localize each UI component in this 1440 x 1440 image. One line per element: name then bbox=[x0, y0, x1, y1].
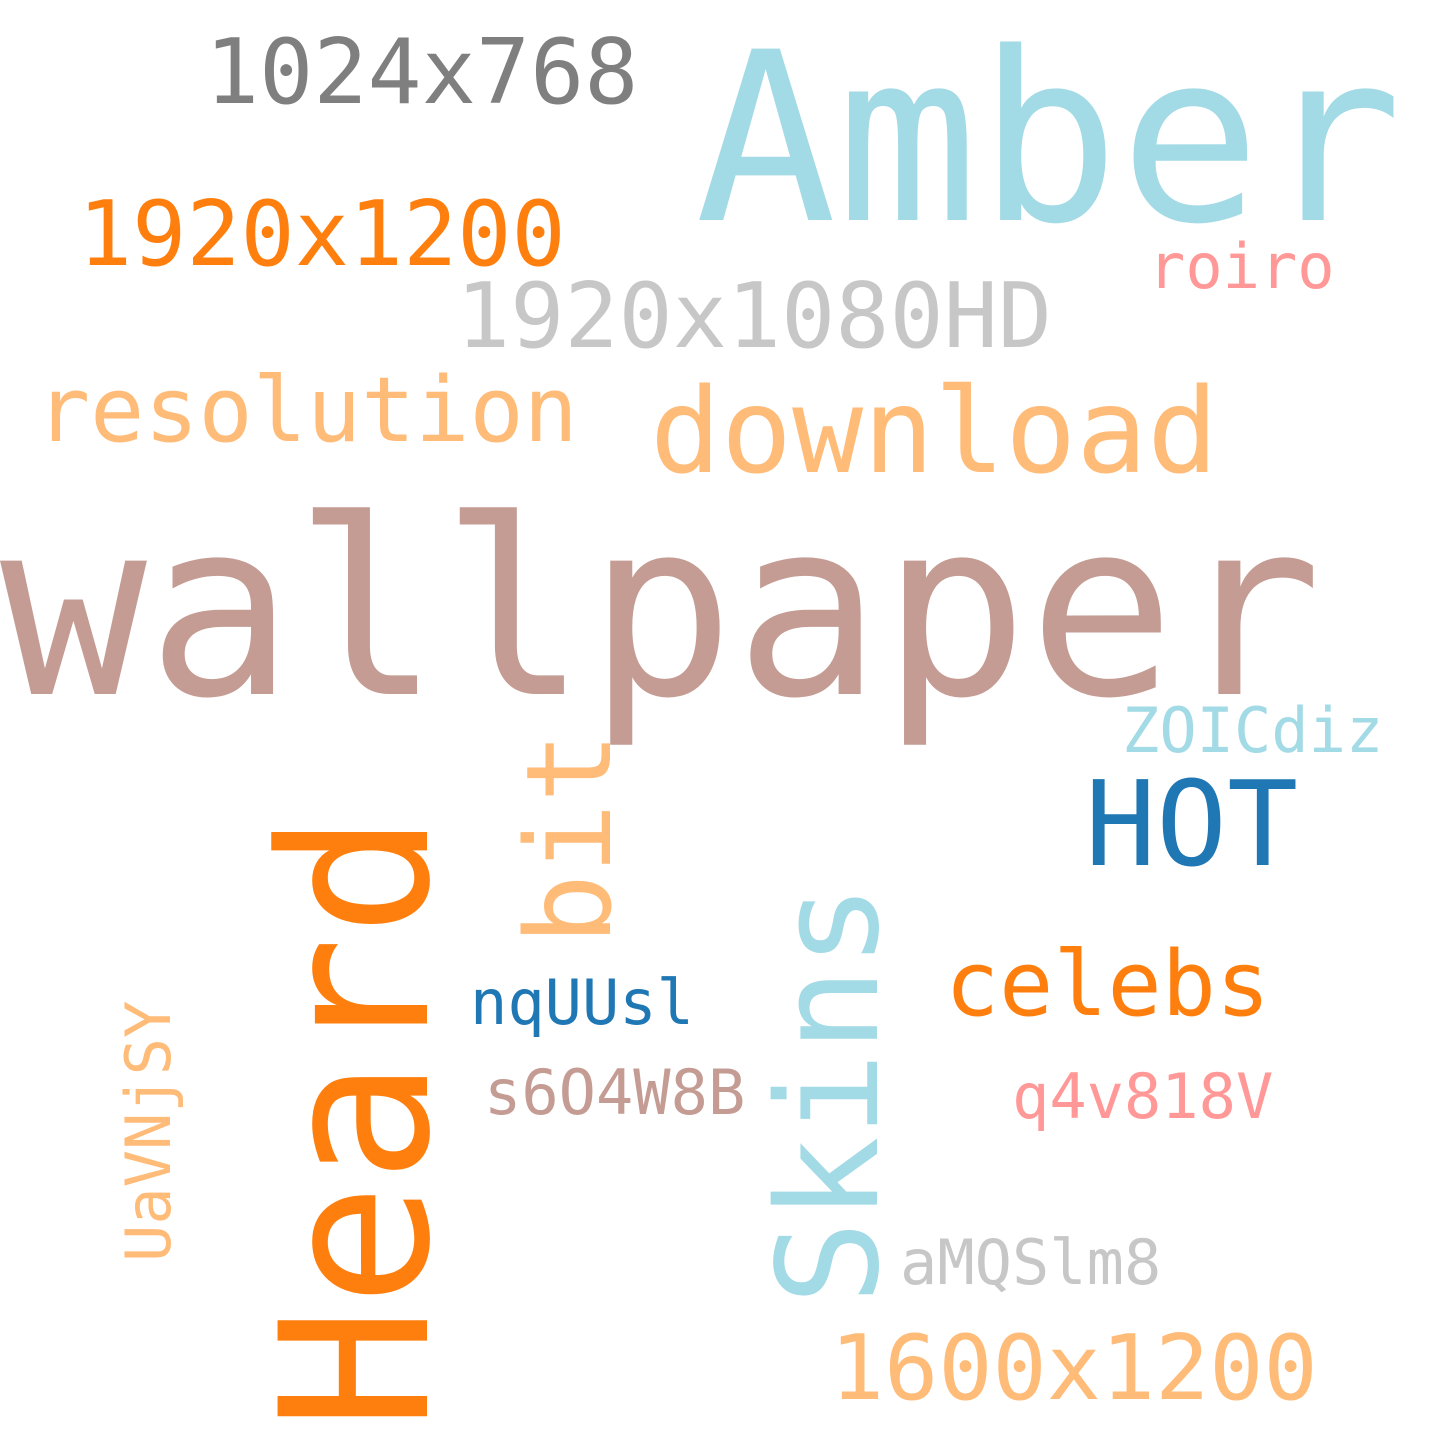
word-zoicdiz: ZOICdiz bbox=[1122, 694, 1384, 767]
word-wallpaper: wallpaper bbox=[0, 468, 1323, 752]
word-1920x1200: 1920x1200 bbox=[78, 182, 566, 287]
word-heard: Heard bbox=[238, 812, 476, 1430]
word-bit: bit bbox=[500, 731, 638, 945]
word-hot: HOT bbox=[1085, 755, 1299, 893]
word-roiro: roiro bbox=[1148, 230, 1335, 303]
word-amqslm8: aMQSlm8 bbox=[900, 1226, 1162, 1299]
word-uavnjsy: UaVNjSY bbox=[112, 1000, 185, 1262]
word-1920x1080hd: 1920x1080HD bbox=[456, 264, 1053, 369]
word-1024x768: 1024x768 bbox=[205, 20, 639, 125]
word-s6o4w8b: s6O4W8B bbox=[484, 1056, 746, 1129]
word-download: download bbox=[650, 362, 1219, 500]
word-amber: Amber bbox=[695, 3, 1403, 276]
word-skins: Skins bbox=[748, 883, 911, 1305]
word-nquusl: nqUUsl bbox=[470, 966, 694, 1039]
word-1600x1200: 1600x1200 bbox=[830, 1316, 1318, 1421]
word-q4v818v: q4v818V bbox=[1012, 1060, 1274, 1133]
word-celebs: celebs bbox=[945, 932, 1271, 1037]
word-resolution: resolution bbox=[36, 358, 578, 463]
